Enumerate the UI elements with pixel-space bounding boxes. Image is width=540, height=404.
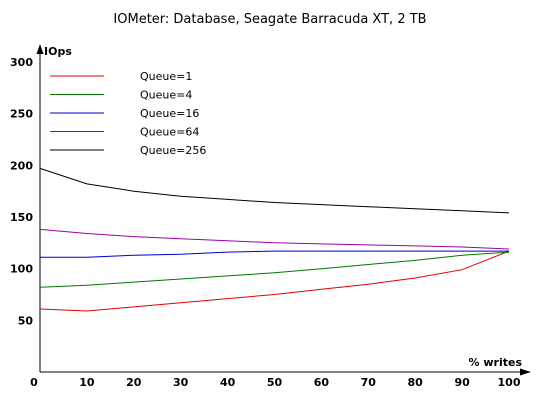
- legend-label: Queue=1: [140, 70, 192, 83]
- x-tick-label: 20: [126, 376, 142, 389]
- tick-labels: 50 100 150 200 250 300 0 10 20 30 40 50 60 70 80 90 100: [10, 56, 521, 389]
- series-line-queue-1: [39, 250, 510, 312]
- legend-label: Queue=64: [140, 126, 199, 139]
- x-axis-label: % writes: [469, 356, 523, 369]
- series-line-queue-64: [39, 228, 510, 250]
- x-axis-arrow: [520, 368, 531, 376]
- x-tick-label: 100: [498, 376, 521, 389]
- y-tick-label: 250: [10, 108, 33, 121]
- x-tick-label: 40: [220, 376, 236, 389]
- legend-label: Queue=16: [140, 107, 199, 120]
- y-tick-label: 150: [10, 211, 33, 224]
- y-tick-label: 200: [10, 159, 33, 172]
- series-line-queue-256: [39, 167, 510, 214]
- series-line-queue-16: [40, 250, 509, 258]
- axes: [36, 44, 531, 376]
- x-tick-label: 60: [314, 376, 330, 389]
- y-axis-label: IOps: [44, 45, 72, 58]
- y-tick-label: 300: [10, 56, 33, 69]
- series-line-queue-4: [39, 251, 510, 288]
- x-tick-label: 10: [79, 376, 95, 389]
- legend-label: Queue=4: [140, 89, 192, 102]
- x-tick-label: 90: [454, 376, 470, 389]
- y-tick-label: 50: [18, 314, 34, 327]
- x-tick-label: 0: [30, 376, 38, 389]
- x-tick-label: 30: [173, 376, 189, 389]
- x-tick-label: 80: [408, 376, 424, 389]
- data-series: [39, 167, 510, 312]
- y-axis-arrow: [36, 44, 44, 54]
- y-tick-label: 100: [10, 263, 33, 276]
- x-tick-label: 70: [361, 376, 377, 389]
- legend-label: Queue=256: [140, 144, 206, 157]
- x-tick-label: 50: [267, 376, 283, 389]
- chart-title: IOMeter: Database, Seagate Barracuda XT,…: [113, 12, 426, 27]
- legend: Queue=1 Queue=4 Queue=16 Queue=64 Queue=256: [50, 70, 206, 157]
